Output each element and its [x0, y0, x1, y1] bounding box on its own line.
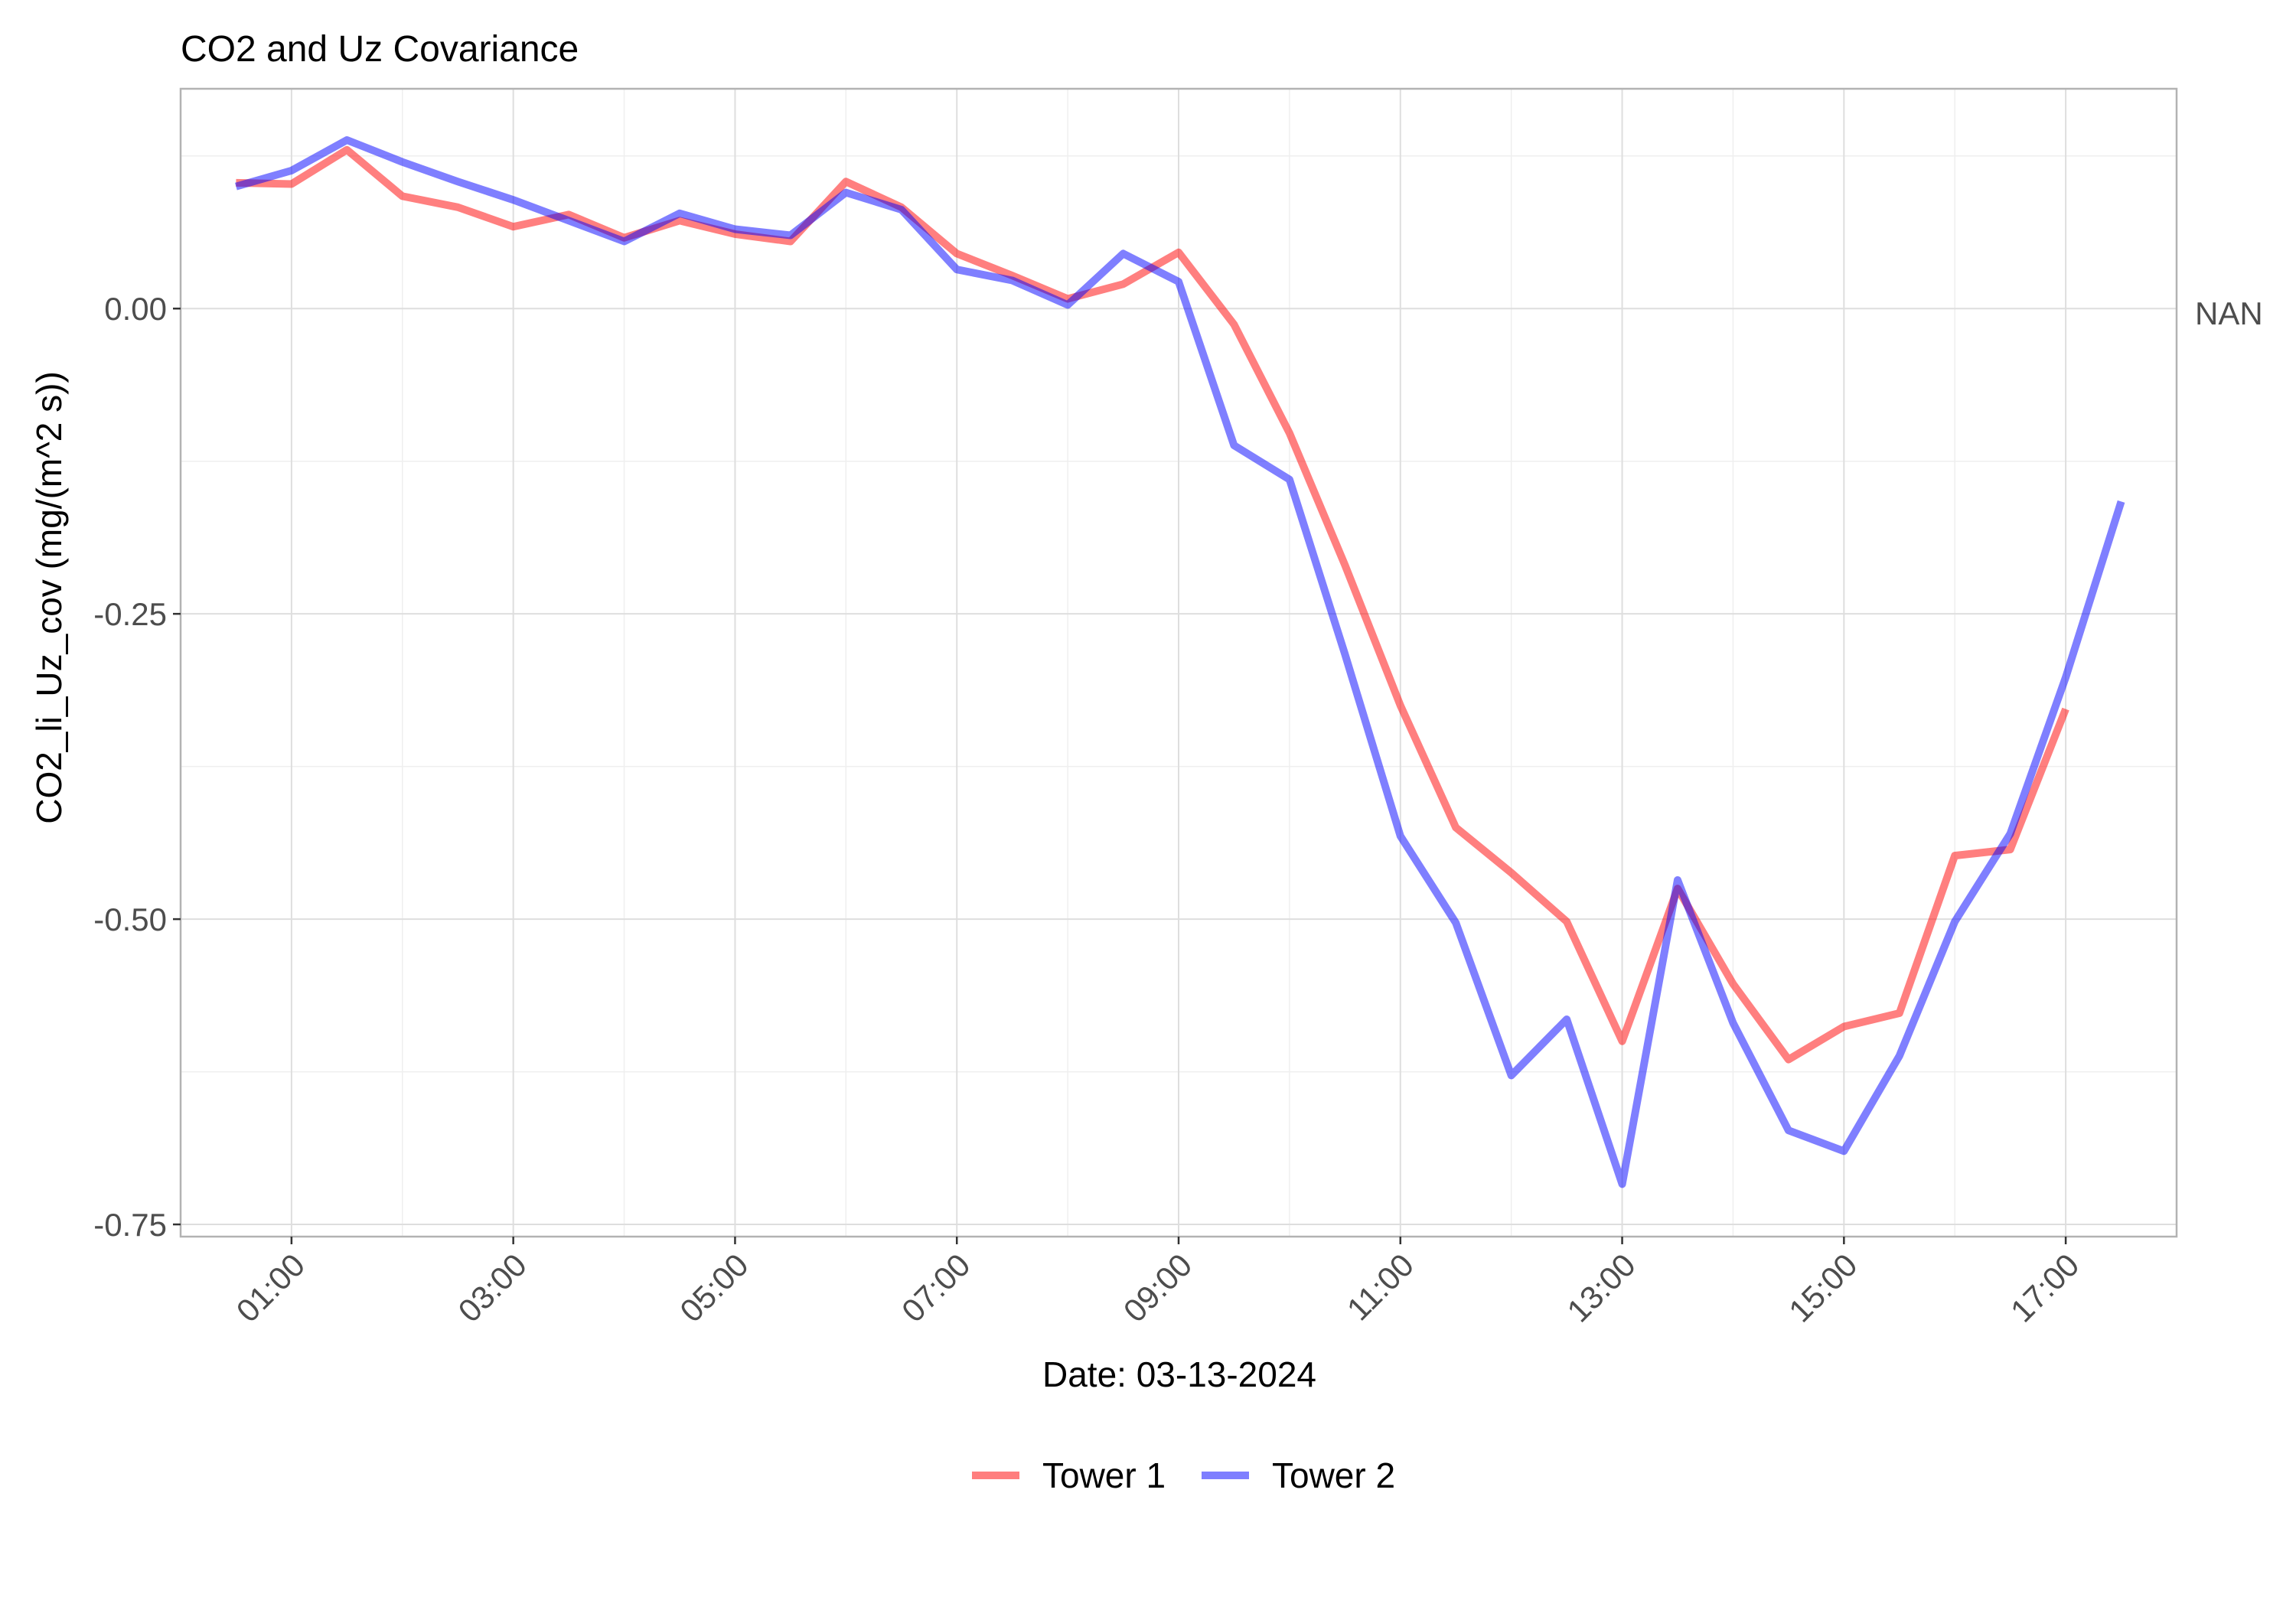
x-tick-label: 03:00 — [451, 1247, 533, 1329]
y-tick-label: -0.25 — [93, 596, 167, 632]
x-tick-label: 11:00 — [1340, 1247, 1420, 1327]
grid — [180, 89, 2177, 1237]
x-tick-label: 01:00 — [230, 1247, 312, 1329]
y-tick-label: 0.00 — [104, 291, 167, 327]
x-tick-label: 07:00 — [895, 1247, 977, 1329]
y-tick-label: -0.75 — [93, 1207, 167, 1243]
secondary-axis-label: NAN — [2195, 295, 2263, 331]
x-tick-label: 09:00 — [1117, 1247, 1199, 1329]
tick-labels: 0.00 -0.25 -0.50 -0.75 01:00 03:00 05:00 07:00 0… — [93, 291, 2086, 1328]
legend-label-tower-2: Tower 2 — [1272, 1455, 1395, 1495]
x-axis-title: Date: 03-13-2024 — [1042, 1354, 1316, 1394]
x-tick-label: 17:00 — [2004, 1247, 2086, 1329]
legend-label-tower-1: Tower 1 — [1042, 1455, 1166, 1495]
y-tick-label: -0.50 — [93, 901, 167, 937]
x-tick-label: 15:00 — [1782, 1247, 1864, 1329]
chart-title: CO2 and Uz Covariance — [181, 29, 579, 70]
x-tick-label: 13:00 — [1560, 1247, 1642, 1329]
series-line-tower-1 — [236, 145, 2069, 1064]
series-lines — [235, 136, 2125, 1188]
x-tick-label: 05:00 — [673, 1247, 755, 1329]
legend: Tower 1 Tower 2 — [972, 1455, 1395, 1495]
y-axis-title: CO2_li_Uz_cov (mg/(m^2 s)) — [29, 371, 69, 824]
axis-ticks — [173, 307, 2067, 1244]
series-line-tower-2 — [235, 136, 2125, 1188]
